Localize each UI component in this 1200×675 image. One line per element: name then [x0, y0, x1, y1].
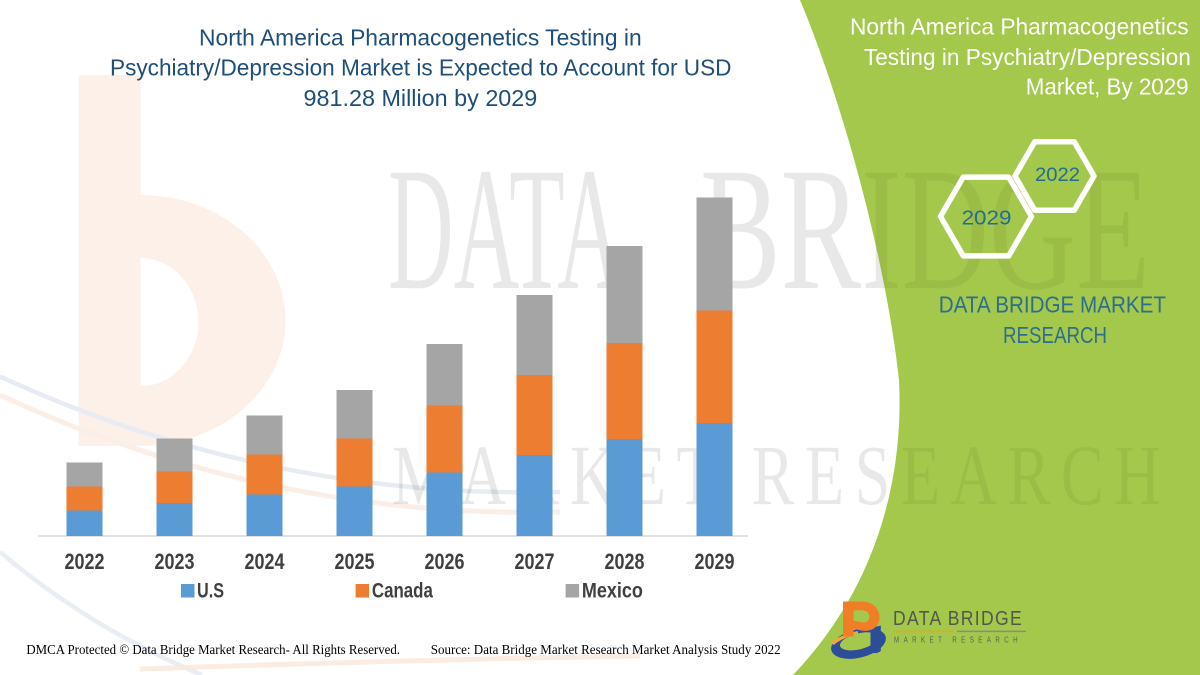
svg-text:DMCA Protected © Data Bridge M: DMCA Protected © Data Bridge Market Rese… [26, 643, 400, 658]
svg-text:Source: Data Bridge Market Res: Source: Data Bridge Market Research Mark… [431, 643, 781, 658]
svg-text:981.28 Million by 2029: 981.28 Million by 2029 [304, 85, 538, 111]
svg-text:MARKET RESEARCH: MARKET RESEARCH [894, 635, 1022, 645]
svg-text:DATA BRIDGE: DATA BRIDGE [893, 608, 1023, 630]
svg-text:RESEARCH: RESEARCH [1003, 322, 1107, 348]
svg-text:U.S: U.S [197, 580, 224, 603]
svg-text:2024: 2024 [245, 549, 286, 574]
svg-text:2022: 2022 [1035, 165, 1080, 186]
svg-text:North America Pharmacogenetics: North America Pharmacogenetics [850, 13, 1189, 39]
svg-text:Canada: Canada [372, 580, 433, 603]
svg-text:Testing in Psychiatry/Depressi: Testing in Psychiatry/Depression [864, 44, 1191, 70]
svg-text:Mexico: Mexico [582, 580, 643, 603]
svg-text:2029: 2029 [695, 549, 735, 574]
svg-text:2028: 2028 [605, 549, 645, 574]
svg-text:Market, By 2029: Market, By 2029 [1026, 73, 1189, 99]
svg-text:2025: 2025 [335, 549, 375, 574]
svg-text:2023: 2023 [155, 549, 195, 574]
svg-text:DATA: DATA [388, 132, 623, 327]
svg-text:2022: 2022 [65, 549, 105, 574]
svg-text:2027: 2027 [515, 549, 555, 574]
svg-text:2026: 2026 [425, 549, 465, 574]
svg-text:2029: 2029 [962, 206, 1012, 229]
svg-text:Psychiatry/Depression Market i: Psychiatry/Depression Market is Expected… [110, 55, 732, 81]
svg-text:DATA BRIDGE MARKET: DATA BRIDGE MARKET [939, 292, 1166, 318]
svg-text:North America Pharmacogenetics: North America Pharmacogenetics Testing i… [199, 24, 642, 50]
